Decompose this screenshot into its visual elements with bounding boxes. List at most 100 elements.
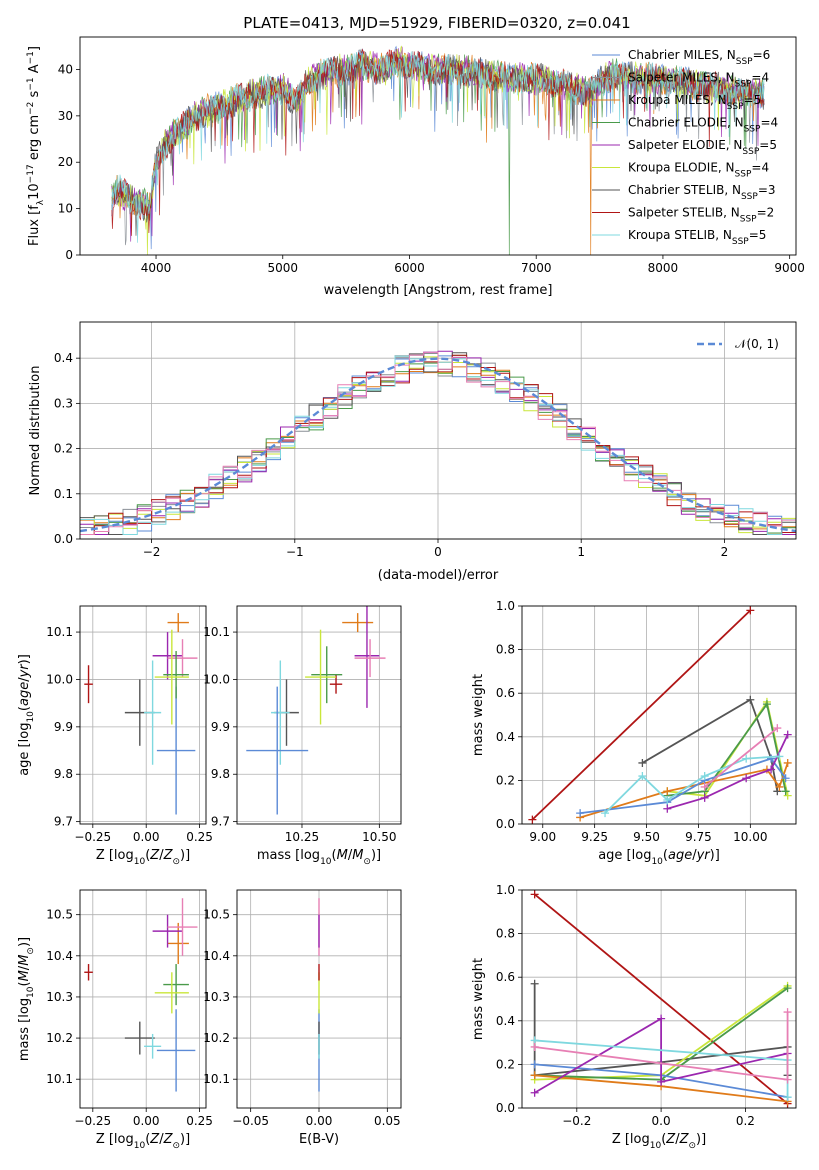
point-marker: [530, 1060, 539, 1069]
data-point: [84, 665, 93, 704]
x-tick-label: −2: [143, 545, 161, 559]
y-tick-label: 30: [58, 109, 73, 123]
point-marker: [530, 979, 539, 988]
point-marker: [638, 758, 647, 767]
axes-frame: [521, 605, 797, 825]
point-marker: [762, 700, 771, 709]
data-point: [152, 914, 183, 948]
y-tick-label: 0.4: [54, 351, 73, 365]
legend-label: Chabrier ELODIE, NSSP=4: [628, 116, 778, 135]
y-tick-label: 0.6: [496, 686, 515, 700]
x-axis-label: E(B-V): [299, 1132, 339, 1147]
y-axis-label: mass [log10(M/M⊙)]: [17, 937, 36, 1061]
normal-curve: [80, 357, 796, 533]
y-tick-label: 40: [58, 62, 73, 76]
weight-series: [530, 1014, 792, 1097]
y-tick-label: 10: [58, 202, 73, 216]
plot-area: [84, 613, 198, 815]
point-marker: [746, 606, 755, 615]
mass-vs-metallicity-panel: −0.25 0.00 0.25 10.1 10.2 10.3 10.4 10.5 Z [log1…: [17, 889, 213, 1151]
x-tick-label: 9.00: [529, 830, 556, 844]
legend-label: Chabrier STELIB, NSSP=3: [628, 183, 776, 202]
weight-line: [667, 701, 787, 797]
y-tick-label: 9.9: [211, 720, 230, 734]
point-marker: [773, 724, 782, 733]
y-tick-label: 10.2: [46, 1031, 73, 1045]
y-tick-label: 10.1: [203, 1072, 230, 1086]
x-tick-label: 5000: [267, 261, 298, 275]
data-point: [152, 632, 183, 680]
x-tick-label: −0.25: [74, 830, 111, 844]
y-tick-label: 0.8: [496, 927, 515, 941]
y-tick-label: 0.1: [54, 487, 73, 501]
y-tick-label: 10.4: [46, 949, 73, 963]
y-tick-label: 9.9: [54, 720, 73, 734]
axes-frame: [79, 605, 207, 825]
y-tick-label: 10.1: [46, 1072, 73, 1086]
y-tick-label: 10.4: [203, 949, 230, 963]
y-tick-label: 0.4: [496, 730, 515, 744]
axes-frame: [79, 889, 207, 1109]
point-marker: [783, 1093, 792, 1102]
weight-series: [530, 1008, 792, 1084]
y-axis-label: mass weight: [471, 958, 486, 1040]
point-marker: [528, 815, 537, 824]
mass-vs-extinction-panel: −0.05 0.00 0.05 10.1 10.2 10.3 10.4 10.5 E(B-V): [203, 889, 402, 1147]
weight-line: [531, 609, 751, 821]
data-point: [311, 646, 343, 704]
y-tick-label: 20: [58, 155, 73, 169]
point-marker: [783, 730, 792, 739]
legend-item: Chabrier MILES, NSSP=6: [592, 48, 770, 67]
x-tick-label: 9.25: [581, 830, 608, 844]
mass-weight-vs-age-panel: 9.00 9.25 9.50 9.75 10.00 0.0 0.2 0.4 0.6 0.8 1.0 a…: [471, 599, 797, 867]
x-tick-label: 10.00: [733, 830, 767, 844]
grid: [80, 890, 206, 1108]
figure-title: PLATE=0413, MJD=51929, FIBERID=0320, z=0…: [243, 14, 630, 32]
point-marker: [576, 809, 585, 818]
y-tick-label: 0.3: [54, 396, 73, 410]
legend-item: Chabrier ELODIE, NSSP=4: [592, 116, 778, 135]
point-marker: [530, 1088, 539, 1097]
x-tick-label: 0.00: [306, 1114, 333, 1128]
point-marker: [783, 1008, 792, 1017]
point-marker: [700, 782, 709, 791]
legend-label: Salpeter STELIB, NSSP=2: [628, 206, 774, 225]
point-marker: [746, 695, 755, 704]
legend-item: Kroupa STELIB, NSSP=5: [592, 228, 766, 247]
x-tick-label: 4000: [141, 261, 172, 275]
data-point: [156, 1009, 196, 1092]
data-point: [354, 639, 386, 678]
mass-weight-vs-metallicity-panel: −0.2 0.0 0.2 0.0 0.2 0.4 0.6 0.8 1.0 Z [log10(Z/Z…: [471, 883, 797, 1151]
x-tick-label: 7000: [521, 261, 552, 275]
spectrum-line: [111, 48, 765, 236]
y-tick-label: 0.6: [496, 970, 515, 984]
weight-series: [528, 606, 755, 824]
y-tick-label: 9.7: [54, 815, 73, 829]
age-vs-mass-panel: 10.25 10.50 9.7 9.8 9.9 10.0 10.1 mass [log10(M…: [203, 605, 402, 867]
data-point: [163, 651, 189, 699]
legend-item: Salpeter ELODIE, NSSP=5: [592, 138, 777, 157]
point-marker: [781, 787, 790, 796]
point-marker: [742, 774, 751, 783]
y-tick-label: 0.0: [496, 1101, 515, 1115]
legend-label: Salpeter MILES, NSSP=4: [628, 71, 769, 90]
point-marker: [530, 1042, 539, 1051]
weight-line: [667, 734, 789, 810]
y-tick-label: 0.2: [54, 442, 73, 456]
point-marker: [530, 1071, 539, 1080]
point-marker: [783, 984, 792, 993]
data-point: [156, 686, 196, 815]
y-tick-label: 10.3: [203, 990, 230, 1004]
plot-area: [80, 350, 796, 535]
y-axis-label: age [log10(age/yr)]: [17, 654, 36, 776]
y-tick-label: 10.0: [203, 672, 230, 686]
point-marker: [700, 793, 709, 802]
x-tick-label: −1: [286, 545, 304, 559]
point-marker: [775, 782, 784, 791]
x-axis-label: mass [log10(M/M⊙)]: [257, 848, 381, 867]
age-vs-metallicity-panel: −0.25 0.00 0.25 9.7 9.8 9.9 10.0 10.1 Z [log10(Z…: [17, 605, 213, 867]
y-tick-label: 10.1: [203, 625, 230, 639]
y-tick-label: 1.0: [496, 883, 515, 897]
y-tick-label: 10.0: [46, 672, 73, 686]
